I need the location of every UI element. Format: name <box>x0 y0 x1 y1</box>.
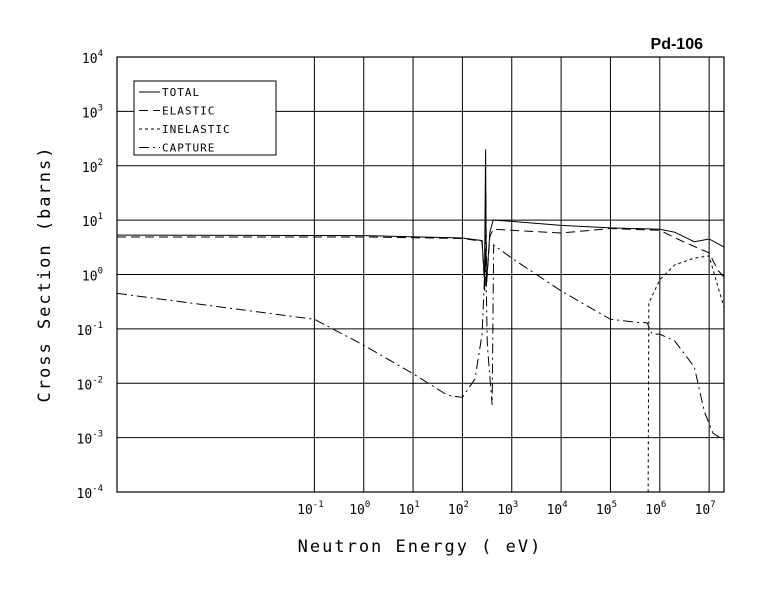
x-tick-label-4: 103 <box>497 500 518 518</box>
series-line-inelastic <box>647 255 724 492</box>
x-tick-label-0: 10-1 <box>297 500 324 518</box>
series-layer <box>117 149 724 492</box>
x-tick-label-7: 106 <box>645 500 666 518</box>
y-tick-label-4: 100 <box>82 267 103 285</box>
y-tick-label-3: 101 <box>82 212 103 230</box>
chart-title: Pd-106 <box>651 36 704 53</box>
plot-frame <box>116 56 725 493</box>
series-line-total <box>117 149 724 287</box>
y-tick-label-1: 103 <box>82 103 103 121</box>
y-axis-label: Cross Section (barns) <box>35 146 55 403</box>
y-tick-label-5: 10-1 <box>77 321 104 339</box>
y-tick-label-0: 104 <box>82 49 103 67</box>
y-tick-label-8: 10-4 <box>77 484 104 502</box>
x-tick-label-2: 101 <box>399 500 420 518</box>
x-tick-label-8: 107 <box>695 500 716 518</box>
x-tick-label-1: 100 <box>349 500 370 518</box>
legend-box <box>133 80 277 156</box>
legend-label-total: TOTAL <box>162 86 200 99</box>
x-tick-labels: 10-1 100 101 102 103 104 105 106 107 <box>297 500 716 518</box>
series-line-elastic <box>117 194 724 291</box>
y-tick-label-6: 10-2 <box>77 375 104 393</box>
y-tick-label-2: 102 <box>82 158 103 176</box>
x-tick-label-3: 102 <box>448 500 469 518</box>
x-tick-label-6: 105 <box>596 500 617 518</box>
x-tick-label-5: 104 <box>547 500 568 518</box>
legend-label-elastic: ELASTIC <box>162 105 215 118</box>
series-line-capture <box>117 243 724 441</box>
y-tick-label-7: 10-3 <box>77 430 104 448</box>
y-tick-labels: 104 103 102 101 100 10-1 10-2 10-3 10-4 <box>77 49 104 502</box>
legend-label-inelastic: INELASTIC <box>162 123 231 136</box>
x-axis-label: Neutron Energy ( eV) <box>298 537 543 557</box>
legend-label-capture: CAPTURE <box>162 142 215 155</box>
legend: TOTAL ELASTIC INELASTIC CAPTURE <box>133 80 277 156</box>
